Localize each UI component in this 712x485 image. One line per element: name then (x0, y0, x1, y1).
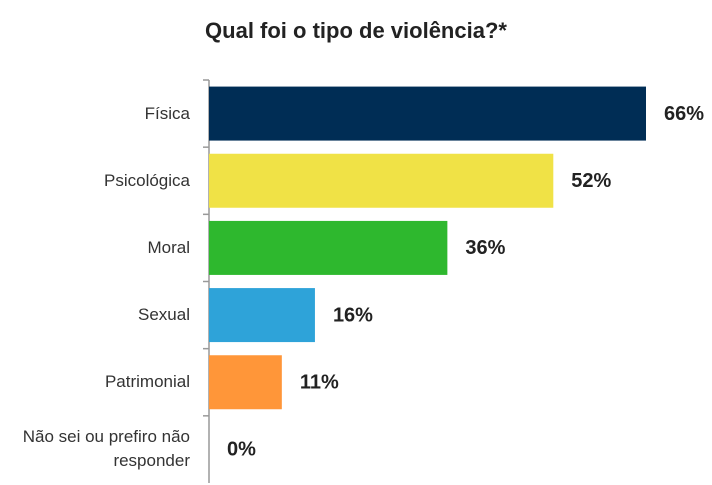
data-label: 66% (664, 103, 704, 125)
data-label: 36% (465, 237, 505, 259)
y-tick-label: Psicológica (104, 170, 190, 190)
y-tick-label: Moral (147, 237, 190, 257)
bar (209, 288, 315, 343)
y-tick-label: Patrimonial (104, 372, 190, 392)
y-tick-label: Física (144, 103, 190, 123)
bar (209, 86, 646, 141)
data-label: 0% (227, 439, 256, 461)
y-tick-label: Não sei ou prefiro não responder (22, 427, 190, 471)
bar (209, 220, 448, 275)
y-tick-label: Sexual (138, 305, 190, 325)
chart-title: Qual foi o tipo de violência?* (205, 18, 507, 43)
bar (209, 355, 282, 410)
data-label: 16% (333, 304, 373, 326)
data-label: 52% (571, 170, 611, 192)
bar (209, 153, 554, 208)
data-label: 11% (300, 372, 339, 394)
